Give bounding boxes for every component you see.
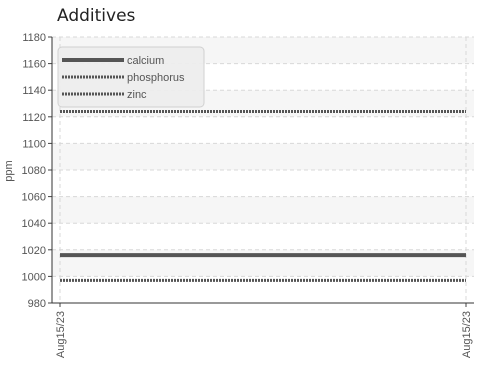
y-tick-label: 1140 [22, 85, 46, 97]
grid-band [52, 143, 474, 170]
y-tick-label: 1000 [22, 271, 46, 283]
y-tick-label: 1120 [22, 112, 46, 124]
legend-label-calcium: calcium [127, 55, 164, 67]
y-tick-label: 980 [28, 298, 46, 310]
x-tick-label: Aug15/23 [461, 311, 473, 358]
legend-label-phosphorus: phosphorus [127, 72, 185, 84]
legend-label-zinc: zinc [127, 89, 147, 101]
y-tick-label: 1060 [22, 192, 46, 204]
y-tick-label: 1100 [22, 138, 46, 150]
chart-title: Additives [57, 6, 136, 26]
y-axis-label: ppm [3, 160, 15, 181]
y-tick-label: 1160 [22, 59, 46, 71]
y-tick-label: 1040 [22, 218, 46, 230]
y-tick-label: 1020 [22, 245, 46, 257]
y-tick-label: 1080 [22, 165, 46, 177]
grid-band [52, 196, 474, 224]
x-tick-label: Aug15/23 [55, 311, 67, 358]
y-tick-label: 1180 [22, 32, 46, 44]
